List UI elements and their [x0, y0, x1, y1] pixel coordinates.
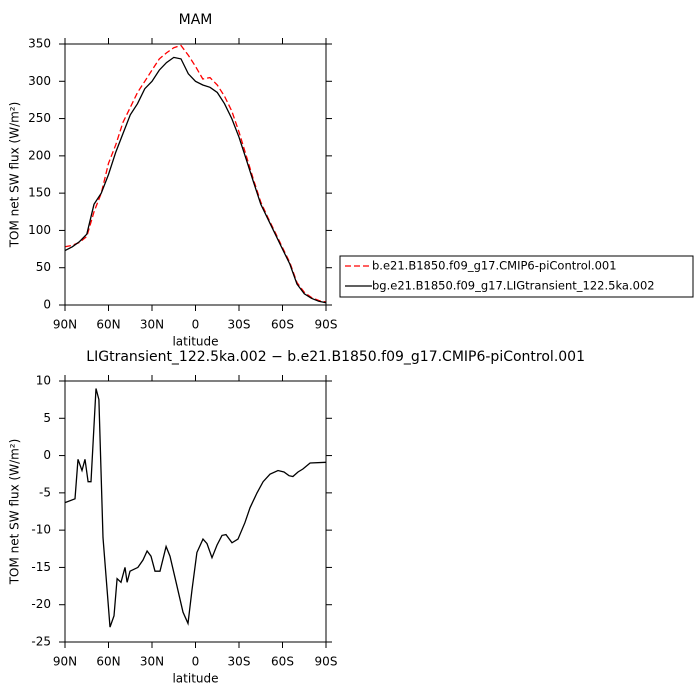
legend-label: bg.e21.B1850.f09_g17.LIGtransient_122.5k…: [372, 279, 655, 293]
y-tick-label: -20: [31, 597, 51, 611]
x-tick-label: 30N: [140, 655, 164, 669]
y-tick-label: 0: [43, 448, 51, 462]
x-tick-label: 30N: [140, 318, 164, 332]
y-tick-label: 100: [28, 223, 51, 237]
x-tick-label: 0: [192, 655, 200, 669]
x-tick-label: 30S: [228, 655, 251, 669]
y-tick-label: 350: [28, 37, 51, 51]
data-line: [64, 56, 327, 304]
x-tick-label: 0: [192, 318, 200, 332]
x-tick-label: 90N: [53, 318, 77, 332]
x-axis-label: latitude: [172, 335, 218, 349]
x-tick-label: 90N: [53, 655, 77, 669]
data-line: [64, 388, 327, 628]
y-tick-label: 300: [28, 74, 51, 88]
x-tick-label: 90S: [315, 318, 338, 332]
y-tick-label: 250: [28, 111, 51, 125]
y-tick-label: 50: [36, 260, 51, 274]
legend-label: b.e21.B1850.f09_g17.CMIP6-piControl.001: [372, 259, 617, 273]
x-tick-label: 60N: [96, 655, 120, 669]
y-tick-label: 5: [43, 411, 51, 425]
x-tick-label: 60S: [271, 318, 294, 332]
y-axis-label: TOM net SW flux (W/m²): [8, 102, 22, 249]
x-axis-label: latitude: [172, 672, 218, 686]
y-tick-label: 150: [28, 186, 51, 200]
y-tick-label: 0: [43, 298, 51, 312]
chart-title: LIGtransient_122.5ka.002 − b.e21.B1850.f…: [86, 349, 585, 365]
chart-title: MAM: [179, 12, 213, 28]
y-axis-label: TOM net SW flux (W/m²): [8, 439, 22, 586]
legend-box: [339, 255, 694, 298]
plot-frame: [64, 380, 327, 643]
y-tick-label: -5: [39, 485, 51, 499]
x-tick-label: 30S: [228, 318, 251, 332]
data-line: [64, 44, 327, 303]
y-tick-label: 10: [36, 374, 51, 388]
plot-frame: [64, 43, 327, 306]
x-tick-label: 60S: [271, 655, 294, 669]
x-tick-label: 60N: [96, 318, 120, 332]
y-tick-label: -10: [31, 523, 51, 537]
y-tick-label: -15: [31, 560, 51, 574]
y-tick-label: 200: [28, 148, 51, 162]
x-tick-label: 90S: [315, 655, 338, 669]
y-tick-label: -25: [31, 635, 51, 649]
